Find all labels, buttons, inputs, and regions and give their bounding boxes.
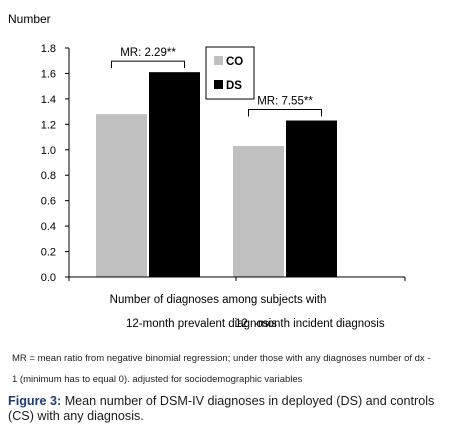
legend-box (205, 46, 255, 100)
caption-text: Mean number of DSM-IV diagnoses in deplo… (8, 394, 435, 423)
y-tick-label: 0.4 (41, 221, 56, 233)
bar-chart: Number 0.0 0.2 0.4 0.6 0.8 1.0 1.2 1.4 1.6 1.8 MR… (8, 12, 406, 330)
footnote-line-2: 1 (minimum has to equal 0). adjusted for… (12, 374, 303, 385)
mr-annotation-1: MR: 2.29** (120, 47, 176, 59)
y-tick-label: 0.8 (41, 170, 56, 182)
caption-label: Figure 3: (8, 394, 62, 408)
y-tick-label: 0.6 (41, 196, 56, 208)
y-tick-label: 0.0 (41, 272, 56, 284)
bar-co-2 (233, 145, 284, 277)
mr-bracket-2 (248, 109, 322, 117)
legend-label-co: CO (226, 56, 243, 68)
y-tick-label: 1.0 (41, 145, 56, 157)
y-tick-label: 1.4 (41, 94, 56, 106)
x-category-label-1: 12-month prevalent diagnosis (126, 318, 277, 330)
y-tick-label: 1.6 (41, 68, 56, 80)
legend-swatch-ds (214, 80, 223, 89)
mr-bracket-1 (111, 60, 185, 69)
legend-label-ds: DS (226, 80, 242, 92)
y-tick-label: 0.2 (41, 247, 56, 259)
x-category-label-2: 12 -month incident diagnosis (235, 318, 385, 330)
figure-caption: Figure 3: Mean number of DSM-IV diagnose… (8, 394, 453, 424)
bar-ds-2 (286, 120, 337, 278)
footnote-line-1: MR = mean ratio from negative binomial r… (12, 353, 431, 364)
y-tick-label: 1.8 (41, 43, 56, 55)
bar-co-1 (96, 114, 147, 278)
bar-ds-1 (149, 72, 200, 277)
x-axis-label: Number of diagnoses among subjects with (110, 294, 327, 306)
mr-annotation-2: MR: 7.55** (257, 96, 313, 108)
y-axis-label: Number (8, 12, 51, 26)
y-tick-label: 1.2 (41, 119, 56, 131)
legend-swatch-co (214, 56, 223, 65)
